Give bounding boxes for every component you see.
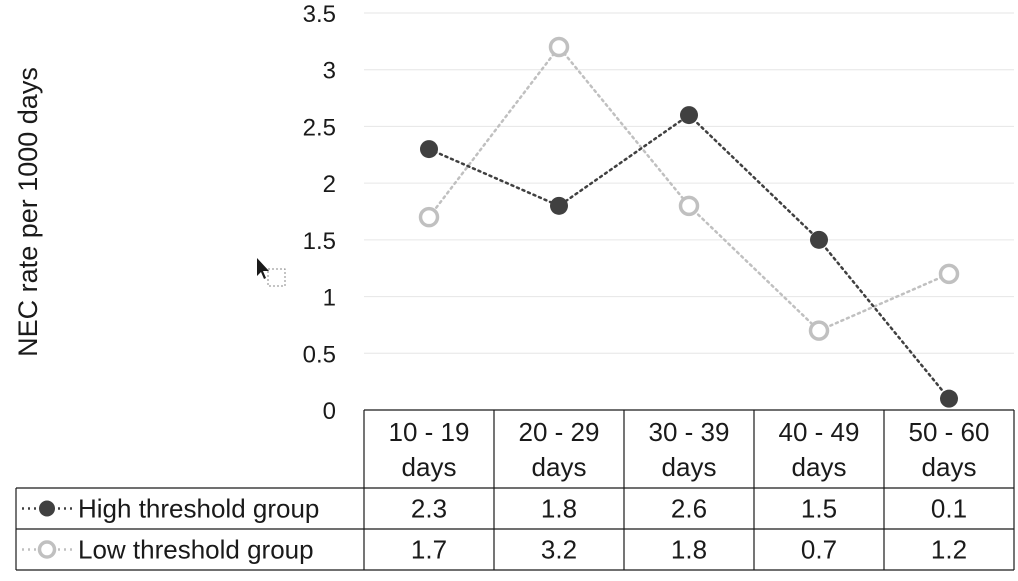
table-value: 1.8 bbox=[671, 535, 707, 565]
y-tick-label: 3 bbox=[323, 58, 336, 85]
data-point bbox=[548, 36, 570, 58]
legend-key-marker bbox=[37, 540, 57, 559]
series-line bbox=[427, 45, 951, 333]
category-label: 50 - 60 bbox=[909, 417, 990, 447]
data-point bbox=[420, 140, 438, 159]
gridlines bbox=[364, 12, 1014, 354]
mouse-cursor-icon bbox=[257, 258, 286, 287]
y-tick-label: 2.5 bbox=[303, 114, 336, 141]
table-value: 1.8 bbox=[541, 494, 577, 524]
category-label: days bbox=[792, 452, 847, 482]
legend-series-name: Low threshold group bbox=[78, 535, 314, 565]
category-label: 20 - 29 bbox=[519, 417, 600, 447]
data-point bbox=[680, 106, 698, 125]
table-value: 0.7 bbox=[801, 535, 837, 565]
y-tick-label: 0 bbox=[323, 398, 336, 425]
y-axis-label: NEC rate per 1000 days bbox=[13, 67, 43, 357]
y-tick-label: 1 bbox=[323, 285, 336, 312]
data-point bbox=[418, 206, 440, 228]
category-label: 30 - 39 bbox=[649, 417, 730, 447]
category-label: days bbox=[402, 452, 457, 482]
data-point bbox=[678, 195, 700, 217]
data-point bbox=[550, 196, 568, 215]
y-tick-label: 3.5 bbox=[303, 1, 336, 28]
y-tick-label: 2 bbox=[323, 171, 336, 198]
category-label: days bbox=[662, 452, 717, 482]
y-axis-ticks: 0 0.5 1 1.5 2 2.5 3 3.5 bbox=[303, 1, 336, 425]
table-value: 0.1 bbox=[931, 494, 967, 524]
data-point bbox=[938, 263, 960, 285]
category-label: days bbox=[922, 452, 977, 482]
table-value: 1.7 bbox=[411, 535, 447, 565]
table-value: 2.3 bbox=[411, 494, 447, 524]
table-value: 1.2 bbox=[931, 535, 967, 565]
series-line bbox=[427, 113, 951, 400]
legend-series-name: High threshold group bbox=[78, 494, 319, 524]
y-tick-label: 1.5 bbox=[303, 228, 336, 255]
data-point bbox=[810, 230, 828, 249]
series-lines bbox=[418, 36, 960, 408]
table-value: 3.2 bbox=[541, 535, 577, 565]
category-label: 40 - 49 bbox=[779, 417, 860, 447]
legend-key-marker bbox=[39, 500, 55, 517]
category-label: 10 - 19 bbox=[389, 417, 470, 447]
y-tick-label: 0.5 bbox=[303, 341, 336, 368]
table-value: 1.5 bbox=[801, 494, 837, 524]
data-point bbox=[940, 389, 958, 408]
data-point bbox=[808, 320, 830, 341]
data-table: 10 - 19 days 20 - 29 days 30 - 39 days 40 - 49… bbox=[15, 409, 1015, 571]
table-value: 2.6 bbox=[671, 494, 707, 524]
category-label: days bbox=[532, 452, 587, 482]
